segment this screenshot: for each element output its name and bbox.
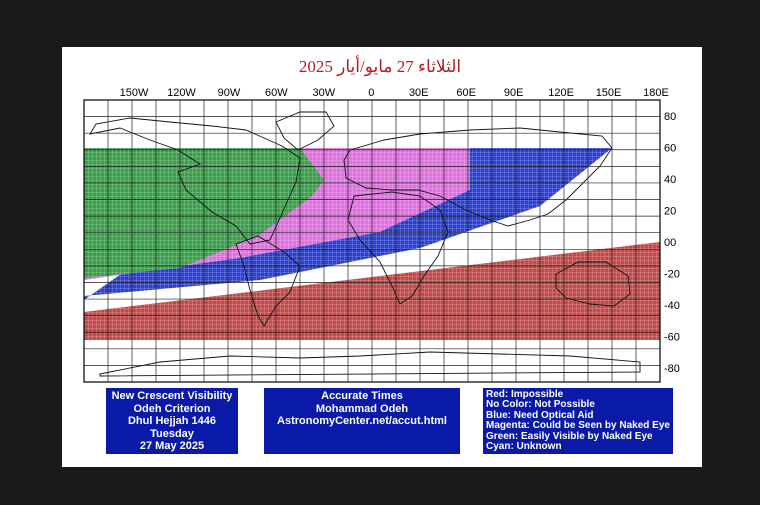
info-line: Tuesday [150, 427, 194, 440]
legend-item: Red: Impossible [486, 389, 564, 400]
legend-item: No Color: Not Possible [486, 399, 595, 411]
map-title: الثلاثاء 27 مايو/أيار 2025 [298, 57, 462, 76]
longitude-label: 120W [167, 87, 196, 99]
legend-item: Cyan: Unknown [486, 441, 562, 453]
longitude-label: 0 [368, 87, 374, 99]
longitude-labels: 150W 120W 90W 60W 30W 0 30E 60E 90E 120E 150E 180E [120, 87, 669, 99]
continent-outlines [89, 111, 641, 377]
latitude-label: 60 [664, 143, 676, 155]
latitude-label: -40 [664, 300, 680, 312]
latitude-label: 80 [664, 111, 676, 123]
longitude-label: 30E [409, 87, 429, 99]
legend-item: Magenta: Could be Seen by Naked Eye [486, 420, 670, 432]
latitude-labels: 80 60 40 20 00 -20 -40 -60 -80 [664, 111, 680, 375]
crescent-info-box: New Crescent Visibility Odeh Criterion D… [106, 388, 238, 454]
latitude-label: -20 [664, 269, 680, 281]
longitude-label: 90E [504, 87, 524, 99]
longitude-label: 60E [456, 87, 476, 99]
latitude-label: -60 [664, 332, 680, 344]
info-line: Mohammad Odeh [315, 402, 409, 415]
longitude-label: 150E [596, 87, 622, 99]
longitude-label: 90W [218, 87, 241, 99]
longitude-label: 120E [548, 87, 574, 99]
info-line: New Crescent Visibility [111, 390, 233, 402]
longitude-label: 180E [643, 87, 669, 99]
longitude-label: 30W [313, 87, 336, 99]
latitude-label: -80 [664, 363, 680, 375]
latitude-label: 40 [664, 174, 676, 186]
info-line: Accurate Times [321, 390, 403, 402]
latitude-label: 20 [664, 206, 676, 218]
website-link[interactable]: AstronomyCenter.net/accut.html [277, 415, 447, 428]
info-line: Odeh Criterion [133, 402, 211, 415]
map-grid [83, 99, 661, 383]
info-line: Dhul Hejjah 1446 [127, 415, 217, 428]
info-line: 27 May 2025 [139, 440, 205, 453]
longitude-label: 150W [120, 87, 149, 99]
longitude-label: 60W [265, 87, 288, 99]
latitude-label: 00 [664, 237, 676, 249]
legend-item: Green: Easily Visible by Naked Eye [486, 430, 653, 442]
legend-box: Red: Impossible No Color: Not Possible B… [483, 388, 673, 454]
legend-item: Blue: Need Optical Aid [486, 409, 594, 421]
source-info-box: Accurate Times Mohammad Odeh AstronomyCe… [264, 388, 460, 454]
